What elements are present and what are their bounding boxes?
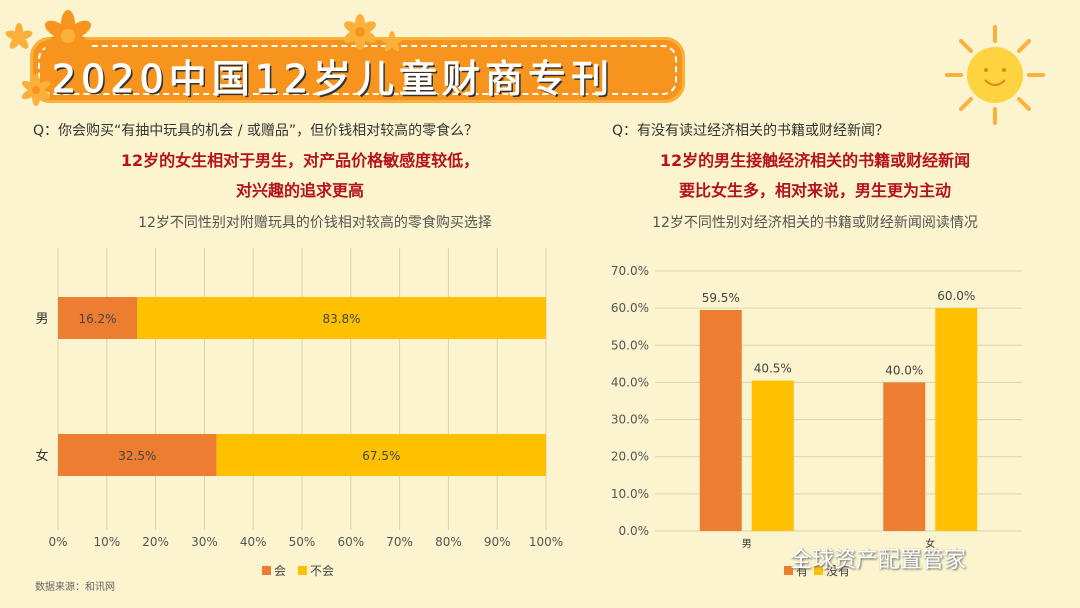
bar-segment (58, 434, 217, 476)
x-tick-label: 80% (435, 535, 462, 549)
bar (699, 310, 742, 531)
bar-segment (58, 297, 138, 339)
right-chart-title: 12岁不同性别对经济相关的书籍或财经新闻阅读情况 (652, 215, 978, 231)
legend-swatch (814, 566, 823, 575)
flower-decoration (21, 74, 51, 106)
y-tick-label: 40.0% (611, 375, 649, 389)
x-tick-label: 0% (48, 535, 67, 549)
data-source: 数据来源：和讯网 (35, 582, 115, 593)
x-tick-label: 70% (386, 535, 413, 549)
legend-label: 不会 (310, 564, 334, 578)
bar-segment (137, 297, 546, 339)
x-tick-label: 30% (191, 535, 218, 549)
y-tick-label: 0.0% (619, 524, 650, 538)
y-tick-label: 30.0% (611, 413, 649, 427)
x-tick-label: 40% (240, 535, 267, 549)
legend-swatch (298, 566, 307, 575)
flower-decoration (5, 23, 33, 49)
page-title: 2020中国12岁儿童财商专刊 (51, 57, 615, 102)
data-label: 40.0% (885, 363, 923, 377)
bar (751, 380, 794, 531)
data-label: 67.5% (362, 449, 400, 463)
category-label: 女 (925, 537, 935, 550)
watermark: 全球资产配置管家 (790, 548, 967, 573)
data-label: 83.8% (322, 312, 360, 326)
left-chart-title: 12岁不同性别对附赠玩具的价钱相对较高的零食购买选择 (138, 215, 492, 231)
legend-label: 会 (274, 564, 286, 578)
x-tick-label: 50% (289, 535, 316, 549)
x-tick-label: 60% (337, 535, 364, 549)
x-tick-label: 20% (142, 535, 169, 549)
x-tick-label: 100% (529, 535, 563, 549)
category-label: 男 (35, 312, 48, 327)
legend-swatch (784, 566, 793, 575)
flower-decoration (381, 31, 403, 52)
right-highlight-2: 要比女生多，相对来说，男生更为主动 (678, 181, 951, 200)
flower-decoration (44, 10, 92, 62)
left-highlight-1: 12岁的女生相对于男生，对产品价格敏感度较低， (120, 151, 480, 170)
category-label: 女 (35, 448, 48, 464)
legend-swatch (262, 566, 271, 575)
data-label: 60.0% (937, 289, 975, 303)
category-label: 男 (742, 538, 752, 550)
y-tick-label: 10.0% (611, 487, 649, 501)
sun-icon (945, 25, 1045, 125)
data-label: 16.2% (78, 312, 116, 326)
bar (883, 382, 926, 531)
data-label: 40.5% (754, 362, 792, 376)
legend-label: 没有 (826, 563, 850, 578)
x-tick-label: 90% (484, 535, 511, 549)
y-tick-label: 60.0% (611, 301, 649, 315)
flower-decoration (344, 14, 376, 50)
y-tick-label: 20.0% (611, 450, 649, 464)
bar (935, 308, 978, 531)
y-tick-label: 70.0% (611, 264, 649, 278)
legend-label: 有 (796, 564, 808, 578)
data-label: 32.5% (118, 449, 156, 463)
right-highlight-1: 12岁的男生接触经济相关的书籍或财经新闻 (659, 151, 971, 170)
y-tick-label: 50.0% (611, 338, 649, 352)
right-question: Q：有没有读过经济相关的书籍或财经新闻？ (612, 123, 890, 139)
data-label: 59.5% (702, 291, 740, 305)
x-tick-label: 10% (93, 535, 120, 549)
left-question: Q：你会购买“有抽中玩具的机会 / 或赠品”，但价钱相对较高的零食么？ (33, 123, 479, 139)
left-highlight-2: 对兴趣的追求更高 (235, 181, 364, 200)
bar-segment (216, 434, 546, 476)
